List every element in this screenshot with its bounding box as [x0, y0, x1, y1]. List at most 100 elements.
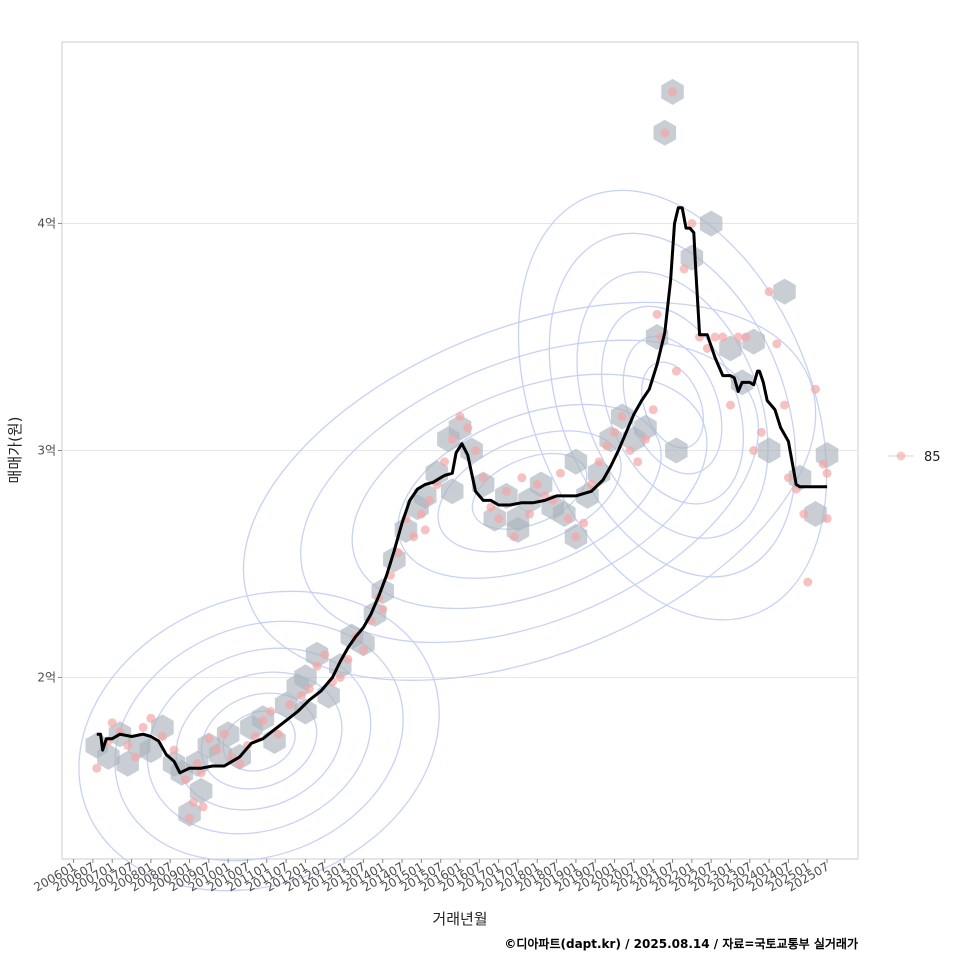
scatter-point — [92, 763, 102, 773]
y-tick-label: 2억 — [37, 670, 56, 684]
scatter-point — [586, 480, 596, 490]
scatter-point — [671, 366, 681, 376]
scatter-point — [571, 532, 581, 542]
hexbin-cell — [294, 698, 317, 725]
hexbin-cell — [804, 501, 827, 527]
y-axis-ticks: 2억 3억 4억 — [37, 217, 62, 684]
hexbin-cell — [680, 244, 704, 271]
scatter-point — [181, 775, 191, 785]
hexbin-cell — [757, 437, 781, 464]
scatter-point — [640, 434, 650, 444]
scatter-point — [266, 706, 276, 716]
hexbin-cell — [441, 478, 464, 505]
scatter-point — [312, 661, 322, 671]
density-contour — [114, 620, 404, 862]
scatter-point — [304, 684, 314, 694]
scatter-point — [138, 722, 148, 732]
scatter-point — [702, 343, 712, 353]
scatter-point — [501, 486, 511, 496]
scatter-point — [517, 473, 527, 483]
scatter-point — [803, 577, 813, 587]
density-contour — [300, 339, 760, 644]
scatter-point — [198, 802, 208, 812]
scatter-point — [420, 525, 430, 535]
scatter-point — [447, 434, 457, 444]
hexbin-cell — [773, 278, 796, 305]
hexbin-cell — [719, 335, 742, 362]
scatter-point — [648, 405, 658, 415]
hexbin-cell — [471, 471, 495, 498]
scatter-point — [393, 548, 403, 558]
x-axis-ticks: 2006012006072007012007072008012008072009… — [31, 859, 832, 895]
scatter-point — [219, 729, 229, 739]
scatter-point — [625, 446, 635, 455]
hexbin-cell — [189, 777, 213, 804]
scatter-point — [440, 457, 450, 467]
scatter-point — [343, 654, 353, 664]
scatter-point — [196, 768, 206, 778]
density-contour — [517, 189, 828, 621]
scatter-point — [157, 731, 167, 741]
hexbin-cell — [665, 437, 688, 464]
hexbin-cell — [425, 460, 449, 487]
legend: 85 — [888, 450, 941, 465]
scatter-point — [652, 309, 662, 319]
y-tick-label: 3억 — [37, 444, 56, 458]
scatter-point — [146, 713, 156, 723]
scatter-point — [320, 650, 330, 660]
scatter-point — [756, 427, 766, 437]
scatter-point — [818, 459, 828, 469]
density-contour — [576, 271, 769, 539]
scatter-point — [799, 509, 809, 519]
scatter-point — [725, 400, 735, 410]
scatter-point — [409, 532, 419, 542]
scatter-point — [185, 813, 195, 823]
scatter-point — [687, 219, 697, 229]
scatter-point — [679, 264, 689, 274]
moving-average-path — [96, 206, 828, 775]
scatter-point — [494, 514, 504, 524]
scatter-point — [822, 514, 832, 524]
scatter-point — [285, 700, 295, 710]
density-contour — [437, 430, 622, 553]
scatter-point — [107, 718, 117, 728]
legend-key-point — [896, 451, 906, 461]
scatter-point — [555, 468, 565, 478]
moving-average-line — [96, 206, 828, 775]
density-contour — [242, 301, 817, 681]
scatter-point — [668, 87, 678, 97]
scatter-point — [478, 473, 488, 483]
density-contour — [397, 403, 662, 579]
scatter-point — [617, 411, 627, 421]
hexbin-cell — [699, 210, 723, 237]
hexbin-cell — [506, 505, 530, 532]
density-contour — [78, 590, 440, 892]
scatter-point — [335, 672, 345, 682]
caption: ©디아파트(dapt.kr) / 2025.08.14 / 자료=국토교통부 실… — [504, 936, 858, 951]
scatter-point — [273, 729, 283, 739]
density-contour — [146, 647, 372, 835]
scatter-points — [92, 87, 832, 823]
hexbin-cell — [294, 664, 317, 691]
scatter-point — [235, 759, 245, 769]
scatter-point — [610, 427, 620, 437]
scatter-point — [455, 411, 465, 421]
hexbin-cell — [139, 737, 163, 764]
scatter-point — [169, 745, 179, 755]
x-axis-title: 거래년월 — [432, 910, 487, 928]
scatter-point — [525, 509, 535, 519]
scatter-point — [258, 716, 268, 726]
hexbin-cell — [151, 714, 174, 741]
y-tick-label: 4억 — [37, 217, 56, 231]
scatter-point — [780, 400, 790, 410]
scatter-point — [470, 446, 480, 455]
scatter-point — [764, 287, 774, 297]
hexbin-cell — [634, 414, 657, 441]
scatter-point — [594, 457, 604, 467]
scatter-point — [532, 480, 542, 490]
scatter-point — [772, 339, 782, 349]
scatter-point — [563, 514, 573, 524]
scatter-point — [810, 384, 820, 394]
